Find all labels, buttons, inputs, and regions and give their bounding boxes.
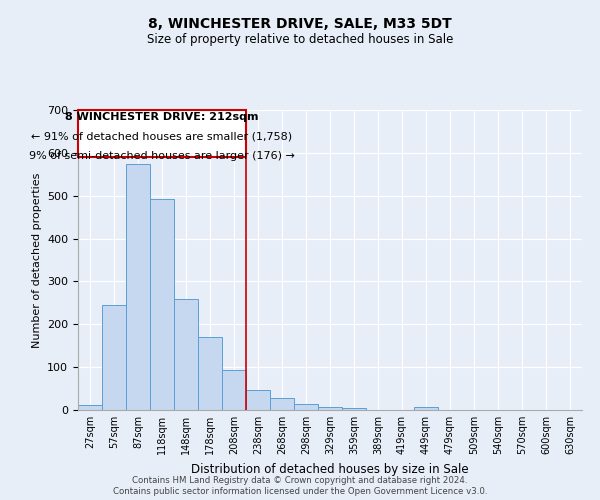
Bar (222, 370, 246, 410)
Bar (78, 405, 102, 410)
Y-axis label: Number of detached properties: Number of detached properties (32, 172, 41, 348)
X-axis label: Distribution of detached houses by size in Sale: Distribution of detached houses by size … (191, 462, 469, 475)
Bar (246, 390, 270, 410)
Bar (198, 337, 222, 410)
Bar (342, 408, 366, 410)
Bar (414, 407, 438, 410)
FancyBboxPatch shape (78, 110, 246, 157)
Bar (102, 305, 126, 410)
Text: Size of property relative to detached houses in Sale: Size of property relative to detached ho… (147, 32, 453, 46)
Text: Contains public sector information licensed under the Open Government Licence v3: Contains public sector information licen… (113, 487, 487, 496)
Text: 8 WINCHESTER DRIVE: 212sqm: 8 WINCHESTER DRIVE: 212sqm (65, 112, 259, 122)
Bar (294, 404, 318, 410)
Bar (174, 300, 198, 410)
Bar (270, 398, 294, 410)
Bar (126, 164, 150, 410)
Text: 9% of semi-detached houses are larger (176) →: 9% of semi-detached houses are larger (1… (29, 152, 295, 162)
Bar (150, 198, 174, 410)
Text: ← 91% of detached houses are smaller (1,758): ← 91% of detached houses are smaller (1,… (31, 132, 293, 142)
Bar (318, 406, 342, 410)
Text: 8, WINCHESTER DRIVE, SALE, M33 5DT: 8, WINCHESTER DRIVE, SALE, M33 5DT (148, 18, 452, 32)
Text: Contains HM Land Registry data © Crown copyright and database right 2024.: Contains HM Land Registry data © Crown c… (132, 476, 468, 485)
